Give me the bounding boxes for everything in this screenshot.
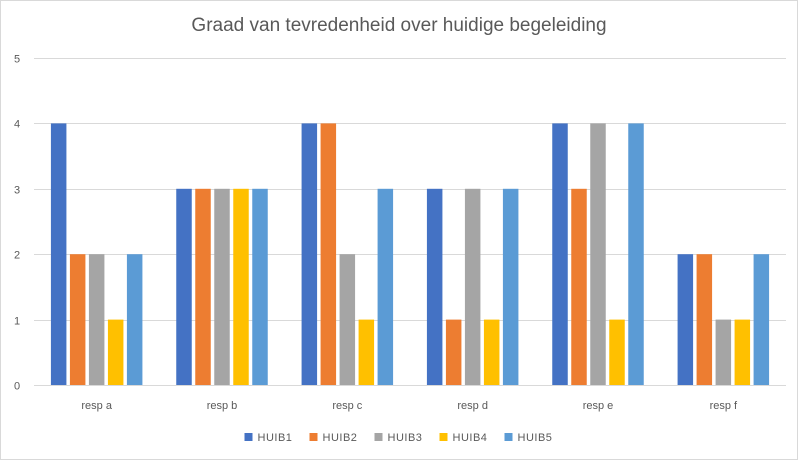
bar-huib4-resp-b: [233, 188, 249, 385]
bar-huib4-resp-c: [358, 319, 375, 385]
bar-huib4-resp-a: [107, 319, 124, 385]
bar-huib4-resp-f: [734, 319, 751, 385]
bar-huib2-resp-e: [571, 188, 587, 385]
bar-huib1-resp-e: [552, 123, 568, 386]
legend-item-huib5: HUIB5: [504, 432, 553, 444]
legend-swatch: [439, 433, 448, 441]
y-tick-label: 5: [14, 54, 20, 66]
legend-item-huib3: HUIB3: [374, 432, 423, 444]
bar-huib4-resp-e: [609, 319, 625, 385]
bar-huib5-resp-c: [377, 188, 394, 385]
bar-huib2-resp-d: [445, 319, 462, 385]
bar-huib5-resp-f: [753, 254, 770, 385]
legend: HUIB1 HUIB2 HUIB3 HUIB4 HUIB5: [244, 432, 553, 444]
bar-huib2-resp-c: [320, 123, 337, 386]
x-tick-label: resp a: [81, 400, 112, 412]
x-tick-label: resp b: [207, 400, 238, 412]
bar-huib1-resp-a: [50, 123, 67, 386]
legend-swatch: [374, 433, 383, 441]
legend-item-huib4: HUIB4: [439, 432, 488, 444]
y-axis-ticks: 0 1 2 3 4 5: [14, 54, 20, 393]
y-tick-label: 1: [14, 316, 20, 328]
bar-huib3-resp-d: [464, 188, 481, 385]
x-tick-label: resp d: [457, 400, 488, 412]
legend-label: HUIB5: [518, 432, 553, 444]
x-axis-ticks: resp a resp b resp c resp d resp e resp f: [81, 400, 738, 412]
gridlines: [34, 58, 786, 386]
bar-huib5-resp-a: [126, 254, 143, 385]
chart-title: Graad van tevredenheid over huidige bege…: [191, 15, 606, 36]
bar-huib4-resp-d: [483, 319, 500, 385]
legend-item-huib2: HUIB2: [309, 432, 358, 444]
x-tick-label: resp f: [710, 400, 738, 412]
legend-label: HUIB2: [323, 432, 358, 444]
bar-huib3-resp-f: [715, 319, 732, 385]
bar-huib2-resp-b: [195, 188, 211, 385]
bars: [50, 123, 770, 386]
legend-item-huib1: HUIB1: [244, 432, 293, 444]
bar-huib5-resp-d: [502, 188, 519, 385]
bar-huib3-resp-e: [590, 123, 606, 386]
legend-label: HUIB4: [453, 432, 488, 444]
bar-huib3-resp-c: [339, 254, 356, 385]
bar-huib3-resp-a: [88, 254, 105, 385]
y-tick-label: 3: [14, 185, 20, 197]
legend-swatch: [504, 433, 513, 441]
bar-huib1-resp-c: [301, 123, 318, 386]
bar-huib2-resp-f: [696, 254, 713, 385]
bar-huib1-resp-f: [677, 254, 694, 385]
bar-huib1-resp-d: [426, 188, 443, 385]
bar-huib2-resp-a: [69, 254, 86, 385]
y-tick-label: 4: [14, 119, 20, 131]
legend-swatch: [309, 433, 318, 441]
bar-huib1-resp-b: [176, 188, 192, 385]
legend-label: HUIB3: [388, 432, 423, 444]
bar-huib5-resp-b: [252, 188, 268, 385]
x-tick-label: resp e: [583, 400, 614, 412]
y-tick-label: 0: [14, 381, 20, 393]
legend-swatch: [244, 433, 253, 441]
y-tick-label: 2: [14, 250, 20, 262]
x-tick-label: resp c: [332, 400, 362, 412]
legend-label: HUIB1: [258, 432, 293, 444]
bar-huib5-resp-e: [628, 123, 644, 386]
bar-huib3-resp-b: [214, 188, 230, 385]
